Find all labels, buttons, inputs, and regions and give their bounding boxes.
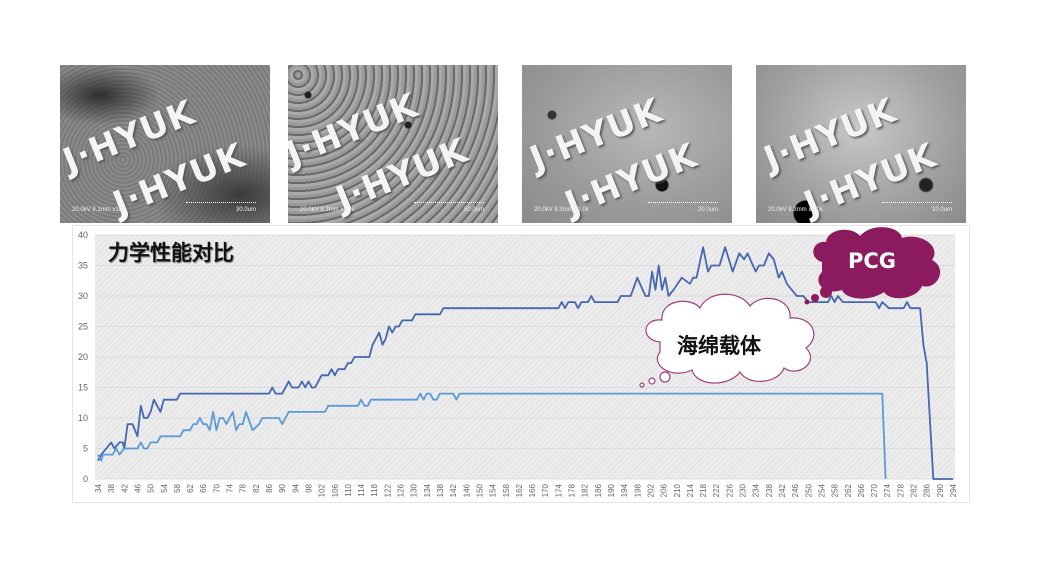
x-tick-label: 70 [212,483,221,492]
x-tick-label: 134 [423,483,432,497]
x-tick-label: 210 [673,483,682,497]
pcg-cloud [804,227,941,305]
x-tick-label: 190 [607,483,616,497]
x-tick-label: 38 [107,483,116,492]
sem-caption: 20.0kV 8.3mm x4.0k [768,207,823,213]
x-tick-label: 46 [133,483,142,492]
x-tick-label: 278 [896,483,905,497]
x-tick-label: 242 [778,483,787,497]
x-tick-label: 118 [370,483,379,496]
x-tick-label: 226 [725,483,734,497]
x-tick-label: 194 [620,483,629,497]
x-tick-label: 282 [910,483,919,497]
x-tick-label: 150 [475,483,484,497]
chart-title: 力学性能对比 [108,241,234,265]
x-tick-label: 202 [646,483,655,497]
x-tick-label: 146 [462,483,471,497]
x-tick-label: 162 [515,483,524,497]
x-tick-label: 82 [252,483,261,492]
x-tick-label: 258 [831,483,840,497]
sponge-series-line [97,392,887,480]
x-tick-label: 186 [594,483,603,497]
x-tick-label: 62 [186,483,195,492]
x-tick-label: 98 [304,483,313,492]
sem-scale: 50.0um [463,207,484,213]
x-tick-label: 178 [568,483,577,497]
x-tick-label: 166 [528,483,537,497]
y-tick-label: 20 [78,352,88,362]
sem-scale: 10.0um [931,207,952,213]
sem-scale: 20.0um [697,207,718,213]
x-tick-label: 154 [489,483,498,497]
scale-bar [186,202,256,203]
sem-image-3: J·HYUK J·HYUK 20.0kV 8.3mm x2.0k 20.0um [522,65,732,223]
x-tick-label: 66 [199,483,208,492]
sem-image-1: J·HYUK J·HYUK 20.0kV 8.1mm x180 30.0um [60,65,270,223]
y-tick-label: 5 [83,444,88,454]
x-tick-label: 50 [147,483,156,492]
x-tick-label: 42 [120,483,129,492]
x-tick-label: 110 [344,483,353,496]
y-tick-label: 0 [83,474,88,484]
x-tick-label: 286 [923,483,932,497]
x-tick-label: 102 [318,483,327,497]
x-tick-label: 158 [502,483,511,497]
x-tick-label: 122 [383,483,392,497]
x-tick-label: 266 [857,483,866,497]
pcg-label: PCG [848,249,897,273]
x-tick-label: 138 [436,483,445,497]
sem-image-2: J·HYUK J·HYUK 20.0kV 8.3mm x1.0k 50.0um [288,65,498,223]
x-tick-label: 290 [936,483,945,497]
x-tick-label: 86 [265,483,274,492]
x-tick-label: 94 [291,483,300,492]
y-tick-label: 40 [78,230,88,240]
scale-bar [648,202,718,203]
x-tick-label: 198 [633,483,642,497]
x-tick-label: 74 [226,483,235,492]
x-tick-label: 206 [660,483,669,497]
sponge-label: 海绵载体 [677,334,761,358]
x-tick-label: 114 [357,483,366,496]
x-tick-label: 218 [699,483,708,497]
pcg-series-line [97,246,953,480]
sponge-cloud [639,293,815,388]
x-tick-label: 182 [581,483,590,497]
x-tick-label: 142 [449,483,458,497]
x-tick-label: 54 [160,483,169,492]
x-tick-label: 250 [804,483,813,497]
sem-image-4: J·HYUK J·HYUK 20.0kV 8.3mm x4.0k 10.0um [756,65,966,223]
x-tick-label: 294 [949,483,958,497]
scale-bar [414,202,484,203]
x-tick-label: 246 [791,483,800,497]
y-tick-label: 15 [78,383,88,393]
y-tick-label: 35 [78,261,88,271]
y-tick-label: 25 [78,322,88,332]
x-tick-label: 78 [239,483,248,492]
x-tick-label: 274 [883,483,892,497]
x-tick-label: 214 [686,483,695,497]
x-tick-label: 34 [94,483,103,492]
sem-scale: 30.0um [235,207,256,213]
x-tick-label: 230 [739,483,748,497]
x-tick-label: 174 [554,483,563,497]
sem-caption: 20.0kV 8.3mm x2.0k [534,207,589,213]
y-tick-label: 10 [78,413,88,423]
x-tick-label: 130 [410,483,419,497]
sem-caption: 20.0kV 8.3mm x1.0k [300,207,355,213]
x-tick-label: 238 [765,483,774,497]
sem-caption: 20.0kV 8.1mm x180 [72,207,126,213]
x-tick-label: 222 [712,483,721,497]
x-tick-label: 58 [173,483,182,492]
x-tick-label: 106 [331,483,340,497]
x-tick-label: 90 [278,483,287,492]
x-tick-label: 254 [817,483,826,497]
x-tick-label: 126 [397,483,406,497]
x-tick-label: 234 [752,483,761,497]
y-tick-label: 30 [78,291,88,301]
x-tick-label: 270 [870,483,879,497]
x-tick-label: 170 [541,483,550,497]
scale-bar [882,202,952,203]
x-tick-label: 262 [844,483,853,497]
